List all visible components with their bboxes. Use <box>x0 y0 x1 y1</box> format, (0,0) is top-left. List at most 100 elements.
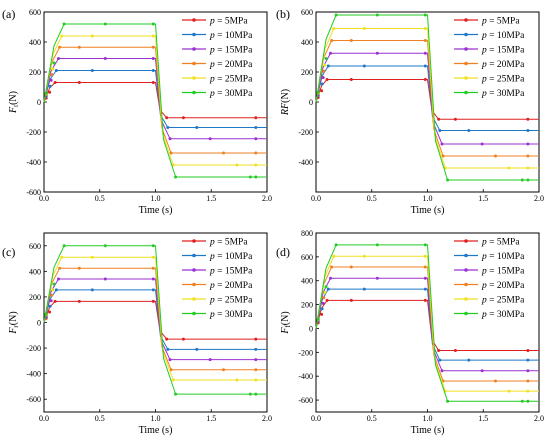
legend-marker <box>192 61 196 66</box>
data-point <box>195 347 199 351</box>
data-point <box>349 298 353 302</box>
x-axis-title: Time (s) <box>411 425 445 436</box>
data-point <box>168 358 172 362</box>
data-point <box>324 285 328 289</box>
data-point <box>254 347 258 351</box>
data-point <box>323 290 327 294</box>
legend-label: p = 25MPa <box>481 75 525 85</box>
data-point <box>208 137 212 141</box>
data-point <box>520 399 524 403</box>
data-point <box>526 399 530 403</box>
data-point <box>181 337 185 341</box>
y-tick-label: 800 <box>301 229 313 238</box>
x-tick-label: 1.0 <box>151 194 161 203</box>
legend-marker <box>464 268 468 272</box>
y-tick-label: 400 <box>29 267 41 276</box>
legend-label: p = 10MPa <box>209 252 253 262</box>
y-tick-label: 0 <box>309 324 313 333</box>
data-point <box>330 265 334 269</box>
data-point <box>325 298 329 302</box>
data-point <box>526 154 530 158</box>
data-point <box>329 276 332 280</box>
data-point <box>320 312 324 316</box>
y-tick-label: -200 <box>298 128 313 137</box>
data-point <box>62 244 66 248</box>
x-tick-label: 0.0 <box>39 194 49 203</box>
data-point <box>329 51 332 55</box>
x-tick-label: 1.5 <box>206 414 216 423</box>
legend-label: p = 25MPa <box>209 75 253 85</box>
data-point <box>441 154 445 158</box>
data-point <box>151 299 155 303</box>
data-point <box>494 379 497 383</box>
legend-marker <box>192 297 196 301</box>
data-point <box>53 81 57 84</box>
data-point <box>507 166 511 170</box>
data-point <box>151 57 155 60</box>
data-point <box>254 175 258 179</box>
panel-label: (b) <box>276 7 290 21</box>
data-point <box>423 39 427 42</box>
data-point <box>57 277 60 281</box>
data-point <box>50 293 54 297</box>
y-tick-label: 0 <box>37 98 41 107</box>
data-point <box>90 255 94 259</box>
data-point <box>168 137 172 141</box>
data-point <box>254 392 258 396</box>
x-tick-label: 0.0 <box>311 414 321 423</box>
legend-label: p = 20MPa <box>481 281 525 291</box>
data-point <box>526 358 530 362</box>
data-point <box>166 347 170 351</box>
data-point <box>174 175 178 179</box>
legend-label: p = 10MPa <box>481 31 525 41</box>
data-point <box>235 163 239 167</box>
data-point <box>169 151 173 155</box>
series-line <box>43 300 267 340</box>
data-point <box>60 34 64 38</box>
data-point <box>103 277 107 281</box>
data-point <box>151 34 155 38</box>
data-point <box>254 358 258 362</box>
legend-label: p = 5MPa <box>481 17 520 27</box>
data-point <box>322 296 326 300</box>
y-tick-label: -600 <box>26 188 41 197</box>
data-point <box>526 178 530 182</box>
data-point <box>151 69 155 72</box>
data-point <box>520 178 524 182</box>
data-point <box>44 312 48 316</box>
data-point <box>321 76 325 80</box>
data-point <box>90 69 94 72</box>
data-point <box>334 13 338 17</box>
data-point <box>52 282 56 286</box>
data-point <box>174 392 178 396</box>
data-point <box>437 117 441 121</box>
data-point <box>90 34 94 38</box>
x-axis-title: Time (s) <box>139 205 173 216</box>
data-point <box>423 276 427 280</box>
x-tick-label: 0.5 <box>367 194 377 203</box>
legend-label: p = 10MPa <box>209 31 253 41</box>
data-point <box>322 69 326 73</box>
data-point <box>320 89 324 93</box>
data-point <box>151 288 155 292</box>
x-tick-label: 1.5 <box>206 194 216 203</box>
data-point <box>320 82 324 86</box>
legend-label: p = 30MPa <box>481 89 525 99</box>
y-tick-label: 200 <box>301 301 313 310</box>
data-point <box>151 45 155 49</box>
y-tick-label: 600 <box>301 253 313 262</box>
x-tick-label: 0.0 <box>311 194 321 203</box>
y-tick-label: 600 <box>301 8 313 17</box>
legend-label: p = 20MPa <box>209 60 253 70</box>
data-point <box>526 166 530 170</box>
data-point <box>526 117 530 121</box>
data-point <box>90 288 94 292</box>
data-point <box>171 163 175 167</box>
legend-marker <box>192 47 196 51</box>
data-point <box>467 129 471 132</box>
data-point <box>222 368 225 372</box>
data-point <box>316 317 320 321</box>
legend-marker <box>192 253 196 258</box>
x-tick-label: 1.0 <box>423 414 433 423</box>
data-point <box>50 73 54 77</box>
